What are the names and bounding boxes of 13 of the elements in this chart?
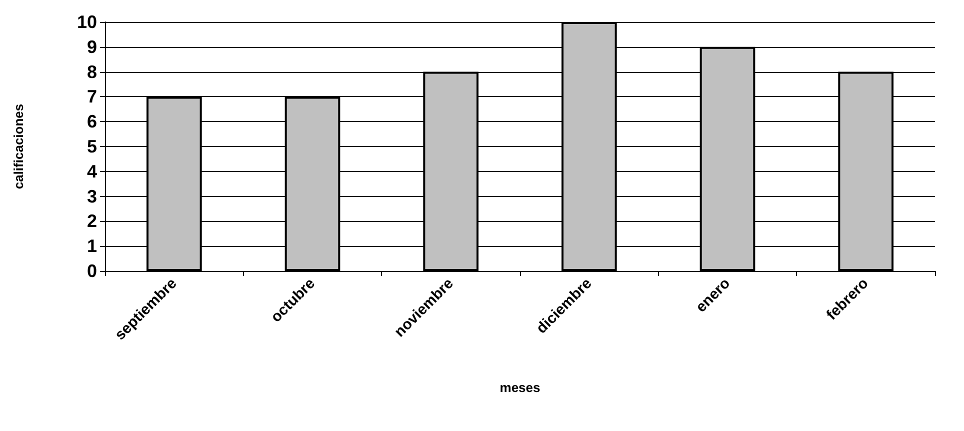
y-tick-label: 9: [86, 36, 97, 57]
y-tick-label: 6: [86, 112, 97, 132]
y-tick-label: 1: [86, 236, 97, 256]
y-tick-label: 8: [86, 62, 97, 82]
y-axis-title: calificaciones: [11, 104, 26, 190]
x-axis-title: meses: [500, 380, 540, 395]
y-tick-label: 7: [86, 86, 97, 107]
y-tick-label: 2: [86, 211, 97, 232]
y-tick-label: 4: [86, 161, 97, 182]
y-tick-label: 5: [86, 136, 97, 156]
y-tick-label: 10: [76, 12, 97, 32]
y-tick-label: 0: [86, 261, 97, 281]
y-tick-label: 3: [86, 186, 97, 206]
